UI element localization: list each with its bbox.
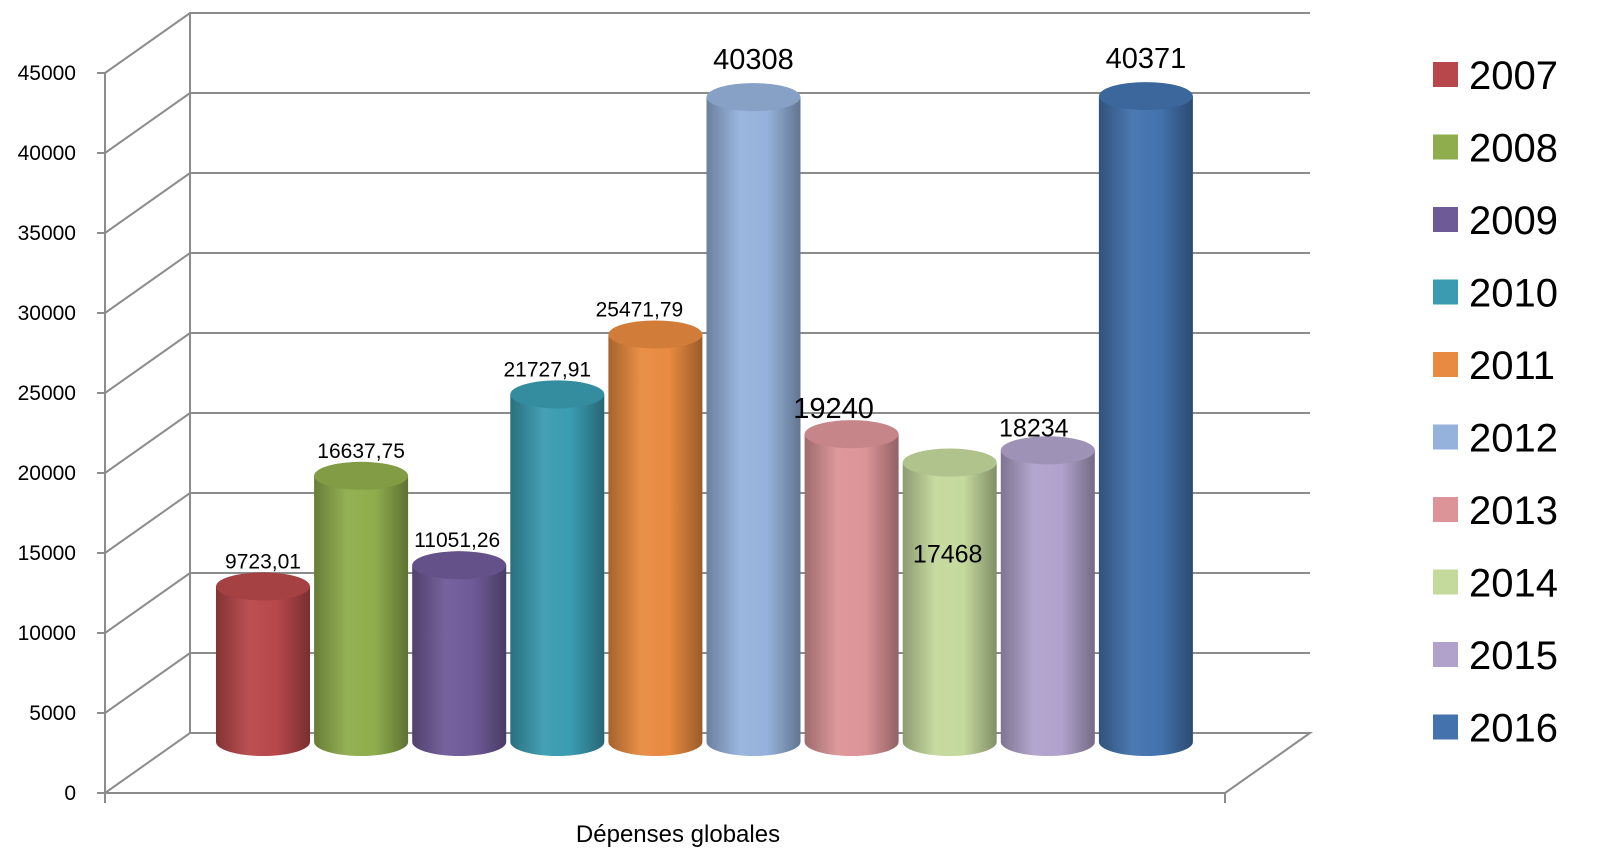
gridline bbox=[104, 332, 1310, 394]
y-tick-label: 25000 bbox=[18, 382, 76, 405]
y-tick-label: 35000 bbox=[18, 222, 76, 245]
legend-swatch bbox=[1433, 207, 1458, 232]
legend-label: 2012 bbox=[1469, 417, 1558, 461]
legend-swatch bbox=[1433, 642, 1458, 667]
data-label-2014: 17468 bbox=[913, 541, 983, 569]
gridline bbox=[104, 92, 1310, 154]
bars bbox=[216, 82, 1193, 757]
legend-swatch bbox=[1433, 134, 1458, 160]
data-label-2012: 40308 bbox=[713, 44, 794, 76]
bar-top bbox=[902, 448, 997, 477]
data-label-2010: 21727,91 bbox=[504, 358, 592, 381]
data-label-2007: 9723,01 bbox=[225, 550, 301, 573]
gridline bbox=[104, 252, 1310, 314]
y-tick-label: 0 bbox=[64, 782, 76, 805]
legend-swatch bbox=[1433, 352, 1458, 377]
y-tick-label: 30000 bbox=[18, 302, 76, 325]
bar-top bbox=[706, 83, 801, 112]
bar-top bbox=[608, 320, 703, 349]
data-label-2015: 18234 bbox=[999, 414, 1069, 442]
legend-label: 2008 bbox=[1469, 127, 1558, 171]
bar-2014 bbox=[902, 448, 997, 757]
bar-body bbox=[412, 565, 507, 757]
legend-swatch bbox=[1433, 62, 1458, 87]
y-tick-label: 5000 bbox=[29, 702, 76, 725]
bar-top bbox=[412, 551, 507, 580]
bar-2013 bbox=[804, 420, 899, 757]
legend: 2007 2008 2009 2010 2011 2012 2013 2014 2015 2016 bbox=[1433, 54, 1558, 751]
bar-top bbox=[804, 420, 899, 449]
bar-2007 bbox=[216, 572, 310, 756]
legend-item-2007: 2007 bbox=[1433, 54, 1558, 98]
data-label-2013: 19240 bbox=[793, 393, 874, 425]
legend-label: 2011 bbox=[1469, 344, 1555, 388]
bar-body bbox=[804, 434, 899, 757]
bar-2015 bbox=[1000, 436, 1095, 757]
bar-2016 bbox=[1098, 82, 1193, 756]
legend-swatch bbox=[1433, 497, 1458, 522]
bar-2008 bbox=[314, 461, 409, 757]
y-tick-label: 40000 bbox=[18, 142, 76, 165]
legend-item-2009: 2009 bbox=[1433, 199, 1558, 243]
bar-body bbox=[1098, 96, 1193, 756]
legend-item-2010: 2010 bbox=[1433, 272, 1558, 316]
data-label-2008: 16637,75 bbox=[317, 440, 405, 463]
legend-item-2008: 2008 bbox=[1433, 127, 1558, 171]
y-tick-label: 45000 bbox=[18, 62, 76, 85]
legend-swatch bbox=[1433, 569, 1458, 595]
legend-item-2016: 2016 bbox=[1433, 707, 1558, 751]
bar-2011 bbox=[608, 320, 703, 757]
y-axis: 0 5000 10000 15000 20000 25000 30000 35000 40000… bbox=[18, 62, 105, 805]
bar-body bbox=[216, 586, 310, 756]
bar-top bbox=[1098, 82, 1193, 111]
legend-label: 2016 bbox=[1469, 707, 1558, 751]
bar-body bbox=[706, 97, 801, 756]
chart-walls bbox=[104, 13, 1314, 803]
legend-label: 2007 bbox=[1469, 54, 1558, 98]
bar-body bbox=[608, 334, 703, 757]
y-tick-label: 20000 bbox=[18, 462, 76, 485]
legend-item-2014: 2014 bbox=[1433, 562, 1558, 606]
legend-item-2013: 2013 bbox=[1433, 489, 1558, 533]
legend-label: 2010 bbox=[1469, 272, 1558, 316]
data-label-2011: 25471,79 bbox=[596, 298, 684, 321]
gridline bbox=[104, 12, 1310, 74]
legend-item-2012: 2012 bbox=[1433, 417, 1558, 461]
data-labels: 9723,01 16637,75 11051,26 21727,91 25471,79 4… bbox=[225, 43, 1186, 573]
bar-top bbox=[510, 380, 605, 409]
legend-swatch bbox=[1433, 279, 1458, 305]
legend-item-2011: 2011 bbox=[1433, 344, 1555, 388]
bar-body bbox=[902, 462, 997, 757]
bar-top bbox=[1000, 436, 1095, 465]
x-axis-category-label: Dépenses globales bbox=[576, 821, 780, 848]
legend-swatch bbox=[1433, 424, 1458, 450]
bar-2012 bbox=[706, 83, 801, 756]
bar-body bbox=[510, 394, 605, 756]
legend-label: 2014 bbox=[1469, 562, 1558, 606]
gridline bbox=[104, 172, 1310, 234]
y-tick-label: 15000 bbox=[18, 542, 76, 565]
bar-body bbox=[1000, 450, 1095, 757]
bar-2010 bbox=[510, 380, 605, 756]
bar-2009 bbox=[412, 551, 507, 757]
bar-top bbox=[216, 572, 310, 601]
y-tick-label: 10000 bbox=[18, 622, 76, 645]
legend-label: 2013 bbox=[1469, 489, 1558, 533]
bar-top bbox=[314, 461, 409, 490]
legend-item-2015: 2015 bbox=[1433, 634, 1558, 678]
data-label-2016: 40371 bbox=[1106, 43, 1187, 75]
legend-swatch bbox=[1433, 714, 1458, 740]
gridline bbox=[104, 412, 1310, 474]
x-axis: Dépenses globales bbox=[576, 821, 780, 848]
legend-label: 2009 bbox=[1469, 199, 1558, 243]
gridlines bbox=[104, 12, 1310, 714]
legend-label: 2015 bbox=[1469, 634, 1558, 678]
bar-body bbox=[314, 475, 409, 757]
data-label-2009: 11051,26 bbox=[414, 529, 500, 552]
